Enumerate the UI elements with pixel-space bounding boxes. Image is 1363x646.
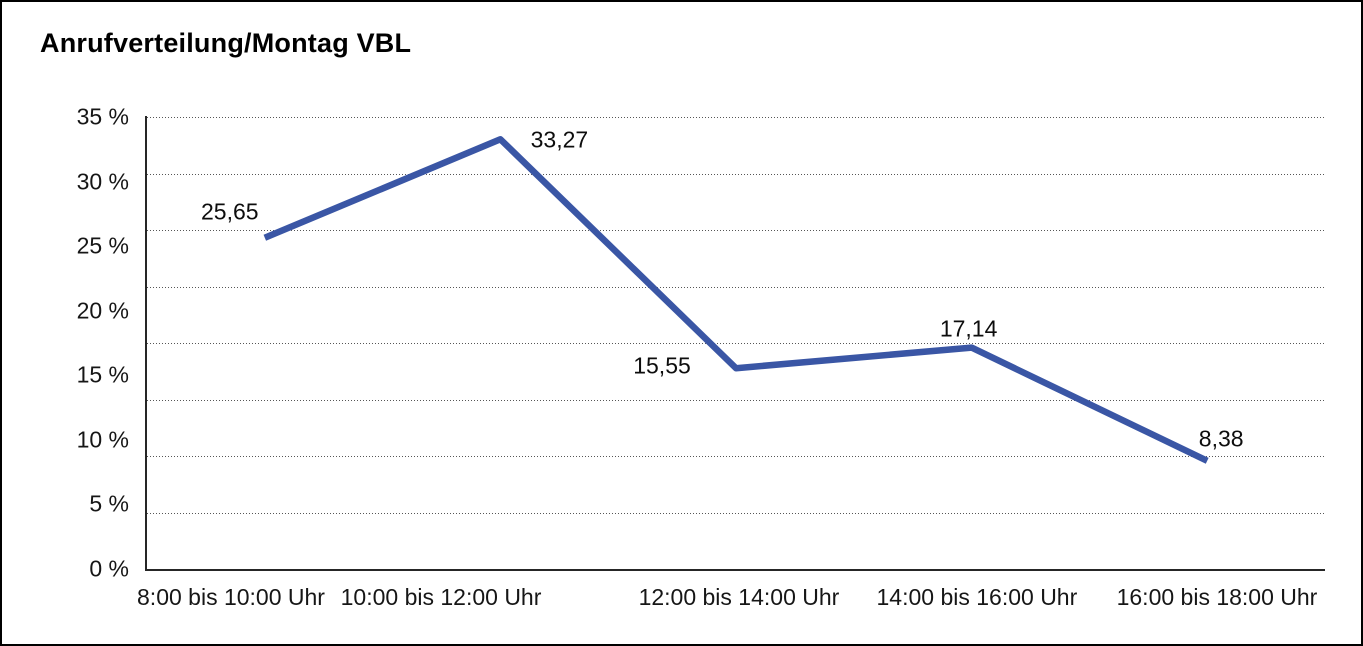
x-axis-line xyxy=(145,569,1325,571)
x-axis-category-label: 14:00 bis 16:00 Uhr xyxy=(876,584,1078,610)
y-axis-tick-label: 25 % xyxy=(76,232,129,259)
gridline xyxy=(147,456,1325,457)
x-axis-category-label: 10:00 bis 12:00 Uhr xyxy=(340,584,542,610)
gridline xyxy=(147,117,1325,118)
data-point-label: 25,65 xyxy=(201,198,259,225)
data-point-label: 15,55 xyxy=(633,352,691,379)
x-axis-category-label: 12:00 bis 14:00 Uhr xyxy=(638,584,840,610)
data-series-line xyxy=(263,136,1209,464)
y-axis-tick-label: 0 % xyxy=(89,555,129,582)
y-axis-tick-label: 10 % xyxy=(76,426,129,453)
chart-title: Anrufverteilung/Montag VBL xyxy=(40,28,412,58)
gridline xyxy=(147,512,1325,514)
gridline xyxy=(147,286,1325,288)
y-axis-tick-label: 35 % xyxy=(76,103,129,130)
y-axis-tick-label: 5 % xyxy=(89,490,129,517)
gridline xyxy=(147,173,1325,175)
gridline xyxy=(147,399,1325,401)
y-axis-line xyxy=(145,116,147,571)
line-series xyxy=(263,136,1209,464)
plot-area: 35 % 30 % 25 % 20 % 15 % 10 % 5 % 0 % 8:00 bis 1… xyxy=(77,104,1325,610)
gridline xyxy=(147,343,1325,344)
x-axis-category-label: 8:00 bis 10:00 Uhr xyxy=(137,584,325,610)
data-point-label: 33,27 xyxy=(530,126,589,153)
gridline xyxy=(147,230,1325,231)
y-axis-tick-label: 15 % xyxy=(76,361,129,388)
data-point-label: 17,14 xyxy=(939,315,998,342)
y-axis-tick-label: 20 % xyxy=(76,297,129,324)
y-axis-tick-label: 30 % xyxy=(76,168,129,195)
data-point-label: 8,38 xyxy=(1198,425,1244,452)
x-axis-category-label: 16:00 bis 18:00 Uhr xyxy=(1116,584,1318,610)
